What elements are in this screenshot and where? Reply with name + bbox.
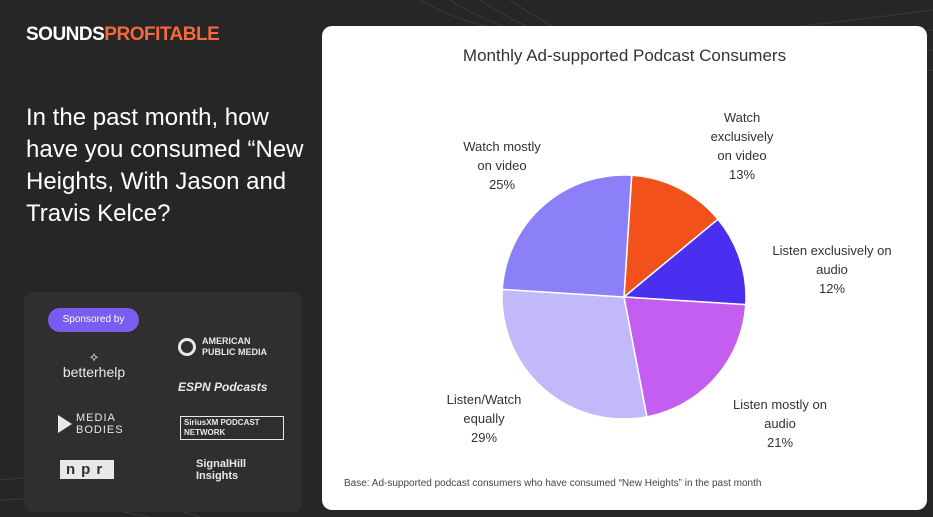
chart-title: Monthly Ad-supported Podcast Consumers [462, 46, 787, 65]
slice-label-watch-mostly-video: Watch mostly on video 25% [440, 137, 564, 194]
slice-label-listen-exclusively-audio: Listen exclusively on audio 12% [752, 241, 912, 298]
pie-slice-listen-mostly-on-audio [623, 296, 747, 418]
brand-logo-part1: SOUNDS [26, 24, 105, 45]
sponsor-panel: Sponsored by ⟡ betterhelp AMERICAN PUBLI… [24, 292, 302, 512]
sponsor-apm-label: AMERICAN PUBLIC MEDIA [202, 336, 267, 357]
slice-label-watch-exclusively-video: Watch exclusively on video 13% [680, 108, 804, 184]
slice-label-text: Listen exclusively on audio [772, 243, 892, 277]
pie-chart [501, 174, 747, 420]
pie-slice-listen-watch-equally [501, 288, 648, 420]
play-triangle-icon [58, 415, 72, 433]
slice-label-text: Listen/Watch equally [446, 392, 522, 426]
apm-icon [178, 338, 196, 356]
survey-question: In the past month, how have you consumed… [26, 104, 304, 227]
betterhelp-icon: ⟡ [89, 349, 99, 364]
chart-footnote: Base: Ad-supported podcast consumers who… [344, 478, 762, 489]
pie-slice-watch-exclusively-on-video [623, 174, 720, 299]
slice-value: 21% [766, 435, 794, 450]
slice-label-listen-mostly-audio: Listen mostly on audio 21% [710, 395, 850, 452]
chart-card: Monthly Ad-supported Podcast Consumers W… [322, 26, 927, 510]
slice-label-text: Watch exclusively on video [710, 110, 774, 163]
pie-slice-listen-exclusively-on-audio [622, 218, 747, 306]
slice-label-text: Watch mostly on video [463, 139, 541, 173]
sponsor-betterhelp: ⟡ betterhelp [54, 349, 134, 381]
slice-value: 29% [470, 430, 498, 445]
slice-label-listen-watch-equally: Listen/Watch equally 29% [422, 390, 546, 447]
slice-value: 12% [818, 281, 846, 296]
sponsor-media-bodies: MEDIA BODIES [58, 412, 136, 436]
sponsor-media-bodies-label: MEDIA BODIES [76, 412, 124, 436]
sponsor-siriusxm: SiriusXM PODCAST NETWORK [180, 416, 284, 440]
brand-logo-part2: PROFITABLE [104, 24, 220, 45]
sponsor-npr: npr [60, 460, 115, 479]
sponsor-signalhill: SignalHill Insights [196, 458, 247, 482]
slice-value: 25% [488, 177, 516, 192]
slice-value: 13% [728, 167, 756, 182]
sponsored-by-badge: Sponsored by [48, 308, 139, 332]
slice-label-text: Listen mostly on audio [733, 397, 827, 431]
sponsor-espn: ESPN Podcasts [178, 380, 268, 394]
pie-slice-watch-mostly-on-video [501, 174, 633, 298]
sponsor-betterhelp-label: betterhelp [62, 364, 126, 380]
brand-logo: SOUNDSPROFITABLE [26, 24, 220, 46]
sponsor-apm: AMERICAN PUBLIC MEDIA [178, 336, 282, 358]
